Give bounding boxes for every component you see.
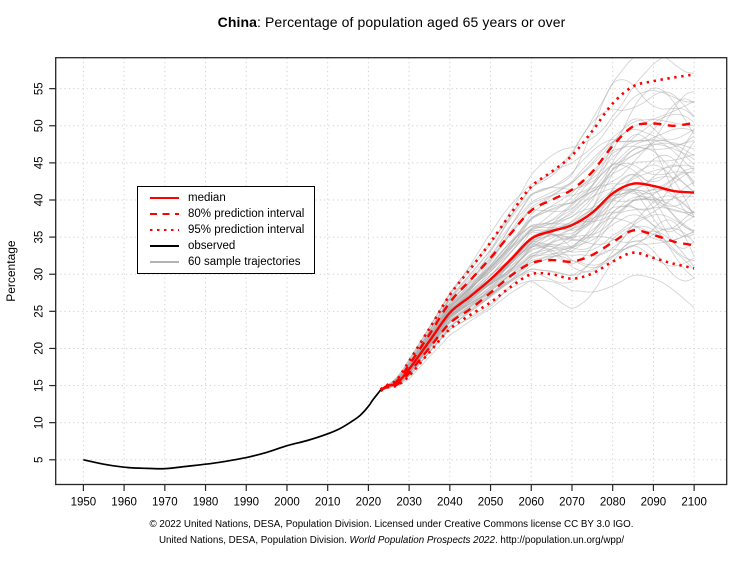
sample-trajectory — [384, 113, 695, 388]
sample-trajectory — [384, 187, 695, 389]
y-tick-label: 50 — [34, 119, 46, 132]
legend-box: median 80% prediction interval 95% predi… — [137, 186, 315, 274]
attribution-footer: © 2022 United Nations, DESA, Population … — [40, 517, 743, 549]
sample-trajectory — [384, 91, 695, 388]
title-country: China — [217, 14, 258, 30]
source-prefix: United Nations, DESA, Population Divisio… — [158, 534, 350, 546]
y-tick-label: 45 — [34, 157, 46, 170]
median-line — [380, 182, 695, 392]
x-tick-label: 1950 — [71, 497, 97, 509]
y-tick-label: 20 — [34, 342, 46, 355]
legend-entry-trajectories: 60 sample trajectories — [150, 254, 314, 270]
lower80-line — [380, 228, 695, 392]
x-tick-label: 1990 — [233, 497, 259, 509]
plot-border — [55, 57, 728, 486]
sample-trajectory — [384, 240, 695, 390]
trajectory-line-sample-icon — [150, 261, 179, 263]
sample-trajectory — [384, 189, 695, 389]
observed-line-sample-icon — [150, 245, 179, 247]
upper95-line — [379, 73, 695, 391]
title-subtitle: : Percentage of population aged 65 years… — [257, 14, 566, 30]
sample-trajectory — [384, 192, 695, 389]
dotted-line-sample-icon — [150, 228, 179, 232]
x-tick-label: 2010 — [315, 497, 341, 509]
sample-trajectory — [384, 174, 695, 389]
x-tick-label: 2090 — [641, 497, 667, 509]
x-tick-label: 1960 — [111, 497, 137, 509]
sample-trajectory — [384, 164, 695, 389]
x-tick-label: 1970 — [152, 497, 178, 509]
y-tick-label: 40 — [34, 194, 46, 207]
legend-label: 80% prediction interval — [188, 208, 305, 220]
y-tick-label: 55 — [34, 82, 46, 95]
legend-entry-observed: observed — [150, 238, 314, 254]
legend-label: 95% prediction interval — [188, 224, 305, 236]
y-tick-label: 25 — [34, 305, 46, 318]
sample-trajectory — [384, 274, 695, 390]
legend-entry-median: median — [150, 190, 314, 206]
axis-layer: 1950 1960 1970 1980 1990 2000 2010 2020 2030 2040… — [4, 57, 728, 509]
source-url: . http://population.un.org/wpp/ — [494, 534, 625, 546]
x-tick-label: 2060 — [518, 497, 544, 509]
source-line: United Nations, DESA, Population Divisio… — [40, 533, 743, 549]
y-tick-label: 30 — [34, 268, 46, 281]
sample-trajectory — [384, 128, 695, 388]
dashed-line-sample-icon — [150, 212, 179, 216]
x-tick-label: 1980 — [193, 497, 219, 509]
median-line-sample-icon — [150, 196, 179, 200]
y-axis-title: Percentage — [4, 240, 18, 302]
sample-trajectory — [384, 214, 695, 389]
copyright-line: © 2022 United Nations, DESA, Population … — [149, 519, 634, 530]
legend-label: 60 sample trajectories — [188, 256, 301, 268]
sample-trajectory — [384, 245, 695, 390]
x-tick-label: 2050 — [478, 497, 504, 509]
upper80-line — [379, 121, 695, 392]
y-tick-label: 10 — [34, 416, 46, 429]
x-tick-label: 2070 — [559, 497, 585, 509]
legend-entry-95pi: 95% prediction interval — [150, 222, 314, 238]
legend-label: median — [188, 192, 226, 204]
y-tick-label: 35 — [34, 231, 46, 244]
x-tick-label: 2020 — [356, 497, 382, 509]
observed-line — [83, 389, 382, 470]
legend-label: observed — [188, 240, 236, 252]
x-tick-label: 2040 — [437, 497, 463, 509]
sample-trajectory — [384, 188, 695, 389]
y-tick-label: 5 — [34, 457, 46, 463]
x-tick-label: 2030 — [396, 497, 422, 509]
y-tick-label: 15 — [34, 379, 46, 392]
source-publication: World Population Prospects 2022 — [349, 534, 495, 546]
sample-trajectory — [384, 87, 695, 388]
series-layer — [83, 57, 695, 470]
chart-title: China: Percentage of population aged 65 … — [56, 14, 727, 30]
x-tick-label: 2100 — [681, 497, 707, 509]
legend-entry-80pi: 80% prediction interval — [150, 206, 314, 222]
x-tick-label: 2000 — [274, 497, 300, 509]
x-tick-label: 2080 — [600, 497, 626, 509]
